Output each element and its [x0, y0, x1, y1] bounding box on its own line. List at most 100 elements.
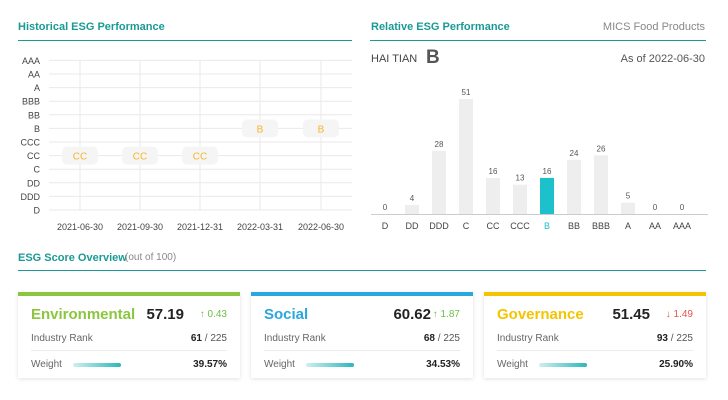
- rating-point: CC: [62, 146, 98, 165]
- rating-badge: [242, 119, 278, 138]
- x-tick-c: C: [463, 221, 470, 231]
- y-tick-aa: AA: [28, 70, 40, 80]
- bar-ccc: [513, 184, 527, 214]
- x-tick-aa: AA: [649, 221, 661, 231]
- y-tick-aaa: AAA: [22, 56, 40, 66]
- card-accent-bar: [251, 292, 473, 296]
- y-tick-dd: DD: [27, 178, 40, 188]
- card-delta: ↑ 0.43: [199, 309, 227, 320]
- company-name: HAI TIAN: [371, 53, 418, 65]
- rating-label: CC: [73, 152, 87, 163]
- x-tick-dd: DD: [406, 221, 419, 231]
- x-tick-label: 2021-06-30: [57, 222, 103, 232]
- card-accent-bar: [18, 292, 240, 296]
- rating-point: CC: [122, 146, 158, 165]
- bar-value-a: 5: [626, 192, 631, 201]
- x-tick-label: 2022-03-31: [237, 222, 283, 232]
- bar-value-d: 0: [383, 203, 388, 212]
- overview-subtitle: (out of 100): [125, 252, 177, 263]
- rating-label: CC: [193, 152, 207, 163]
- x-tick-aaa: AAA: [673, 221, 691, 231]
- rating-label: CC: [133, 152, 147, 163]
- x-tick-bb: BB: [568, 221, 580, 231]
- company-rating: B: [426, 47, 440, 68]
- y-tick-cc: CC: [27, 151, 40, 161]
- card-divider: [264, 350, 460, 351]
- weight-row: Weight 39.57%: [31, 359, 227, 370]
- x-tick-a: A: [625, 221, 631, 231]
- y-tick-ccc: CCC: [21, 138, 41, 148]
- as-of-date: As of 2022-06-30: [620, 53, 705, 65]
- bar-a: [621, 202, 635, 214]
- y-tick-a: A: [34, 83, 40, 93]
- bar-value-bbb: 26: [597, 144, 606, 153]
- bar-value-bb: 24: [570, 149, 579, 158]
- bar-cc: [486, 177, 500, 214]
- overview-divider: [18, 270, 706, 271]
- bar-bbb: [594, 155, 608, 214]
- y-tick-bb: BB: [28, 110, 40, 120]
- card-divider: [31, 350, 227, 351]
- bar-value-b: 16: [543, 167, 552, 176]
- governance-card: Governance 51.45 ↓ 1.49 Industry Rank 93 / 2…: [484, 292, 706, 378]
- y-tick-bbb: BBB: [22, 97, 40, 107]
- rating-point: B: [303, 119, 339, 138]
- bar-value-ddd: 28: [435, 140, 444, 149]
- weight-bar: [73, 363, 121, 367]
- relative-title: Relative ESG Performance: [371, 21, 510, 33]
- x-tick-b: B: [544, 221, 550, 231]
- y-tick-ddd: DDD: [21, 192, 41, 202]
- card-accent-bar: [484, 292, 706, 296]
- bar-value-ccc: 13: [516, 174, 525, 183]
- x-tick-label: 2022-06-30: [298, 222, 344, 232]
- card-score: 60.62: [393, 306, 431, 323]
- historical-title: Historical ESG Performance: [18, 21, 165, 33]
- bar-bb: [567, 159, 581, 214]
- card-delta: ↓ 1.49: [665, 309, 693, 320]
- bar-value-aa: 0: [653, 203, 658, 212]
- industry-label: MICS Food Products: [602, 21, 705, 33]
- bar-value-aaa: 0: [680, 203, 685, 212]
- weight-bar: [539, 363, 587, 367]
- social-card: Social 60.62 ↑ 1.87 Industry Rank 68 / 225 We…: [251, 292, 473, 378]
- card-title: Social: [264, 306, 309, 323]
- historical-divider: [18, 40, 352, 41]
- weight-bar: [306, 363, 354, 367]
- overview-title: ESG Score Overview: [18, 252, 127, 264]
- industry-rank-row: Industry Rank 61 / 225: [31, 333, 227, 344]
- relative-chart: 0 D 4 DD 28 DDD 51 C 16 CC 13 CCC 16 B 24 BB 26 BBB 5 A 0 AA 0…: [371, 88, 708, 231]
- x-tick-label: 2021-12-31: [177, 222, 223, 232]
- bar-c: [459, 99, 473, 214]
- rating-label: B: [318, 124, 325, 135]
- card-score: 57.19: [146, 306, 184, 323]
- industry-rank-row: Industry Rank 93 / 225: [497, 333, 693, 344]
- bar-value-dd: 4: [410, 194, 415, 203]
- x-tick-bbb: BBB: [592, 221, 610, 231]
- y-tick-c: C: [34, 165, 41, 175]
- weight-row: Weight 34.53%: [264, 359, 460, 370]
- card-delta: ↑ 1.87: [432, 309, 460, 320]
- weight-row: Weight 25.90%: [497, 359, 693, 370]
- relative-divider: [370, 40, 706, 41]
- bar-value-cc: 16: [489, 167, 498, 176]
- bar-dd: [405, 204, 419, 214]
- card-title: Governance: [497, 306, 584, 323]
- bar-ddd: [432, 150, 446, 214]
- up-arrow-icon: ↑: [199, 309, 205, 320]
- x-tick-ddd: DDD: [429, 221, 449, 231]
- card-divider: [497, 350, 693, 351]
- x-tick-cc: CC: [487, 221, 500, 231]
- rating-badge: [303, 119, 339, 138]
- industry-rank-row: Industry Rank 68 / 225: [264, 333, 460, 344]
- bar-value-c: 51: [462, 88, 471, 97]
- y-tick-d: D: [34, 206, 41, 216]
- environmental-card: Environmental 57.19 ↑ 0.43 Industry Rank 61 …: [18, 292, 240, 378]
- rating-badge: [122, 146, 158, 165]
- rating-point: CC: [182, 146, 218, 165]
- bar-b: [540, 177, 554, 214]
- down-arrow-icon: ↓: [665, 309, 671, 320]
- rating-label: B: [257, 124, 264, 135]
- y-tick-b: B: [34, 124, 40, 134]
- x-tick-ccc: CCC: [510, 221, 530, 231]
- up-arrow-icon: ↑: [432, 309, 438, 320]
